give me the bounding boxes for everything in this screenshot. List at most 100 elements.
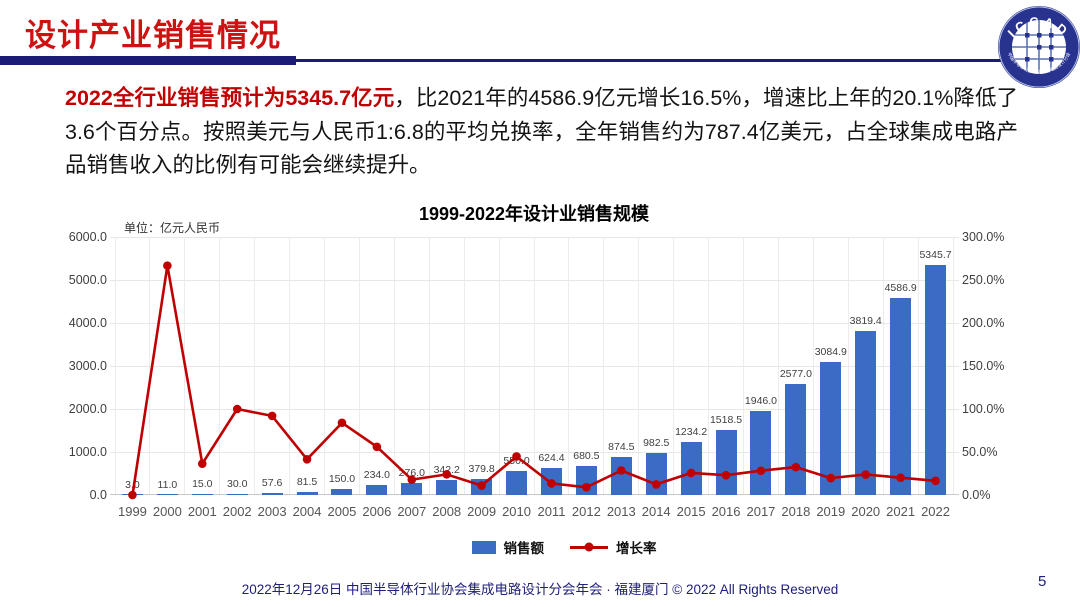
bar-value-label: 379.8 [468, 462, 495, 475]
line-point [442, 470, 452, 479]
bar [890, 297, 912, 495]
line-point [686, 468, 696, 478]
x-axis-label: 2018 [781, 504, 811, 519]
bar [156, 494, 178, 495]
bar [610, 457, 632, 495]
x-axis-label: 2011 [537, 504, 566, 519]
summary-highlight: 2022全行业销售预计为5345.7亿元 [65, 86, 395, 110]
left-axis-tick: 2000.0 [68, 402, 107, 416]
line-point [861, 470, 871, 479]
bar-value-label: 4586.9 [884, 281, 917, 294]
x-axis-label: 2009 [467, 504, 497, 519]
line-point [512, 452, 521, 461]
line-point [267, 411, 277, 421]
line-point [826, 473, 836, 483]
bar-value-label: 3819.4 [849, 314, 882, 327]
bar-value-label: 57.6 [261, 476, 283, 489]
bar-value-label: 3.0 [125, 478, 140, 491]
right-axis-tick: 100.0% [962, 402, 1005, 416]
bar [506, 471, 528, 495]
bar-value-label: 1234.2 [675, 425, 708, 438]
chart-unit-label: 单位：亿元人民币 [124, 221, 221, 235]
bar-value-label: 1518.5 [709, 413, 743, 426]
bar [366, 484, 388, 495]
right-axis-tick: 150.0% [962, 359, 1005, 373]
left-axis-tick: 1000.0 [68, 445, 107, 459]
right-axis-tick: 300.0% [962, 230, 1005, 244]
left-axis-tick: 0.0 [89, 488, 107, 502]
left-axis-tick: 3000.0 [68, 359, 107, 373]
bar [645, 452, 667, 495]
line-point [756, 466, 766, 476]
bar-value-label: 11.0 [157, 478, 178, 491]
bar-value-label: 874.5 [608, 441, 635, 454]
bar [715, 429, 737, 495]
bar [261, 492, 283, 495]
x-axis-label: 2021 [886, 504, 916, 519]
line-point [337, 418, 347, 428]
x-axis-label: 2010 [502, 504, 531, 519]
line-point [232, 404, 242, 414]
footer-text: 2022年12月26日 中国半导体行业协会集成电路设计分会年会 · 福建厦门 ©… [241, 582, 839, 597]
x-axis-label: 2012 [571, 504, 601, 519]
page-title: 设计产业销售情况 [25, 18, 281, 53]
summary-body: ，比2021年的4586.9亿元增长16.5%，增速比上年的20.1%降低了3.… [65, 86, 1018, 177]
x-axis-label: 2015 [676, 504, 706, 519]
bar [855, 330, 877, 495]
page-number: 5 [1038, 573, 1047, 590]
bar-value-label: 2577.0 [779, 368, 812, 381]
line-point [302, 455, 312, 464]
right-axis-tick: 200.0% [962, 316, 1005, 330]
h-gridline [110, 236, 959, 238]
bar [401, 483, 423, 495]
bar-value-label: 81.5 [296, 475, 318, 488]
x-axis-label: 2000 [152, 504, 182, 519]
line-point [931, 476, 940, 486]
bar [191, 494, 213, 495]
bar [226, 493, 248, 495]
x-axis-label: 2016 [711, 504, 741, 519]
bar [296, 491, 318, 495]
x-axis-label: 2001 [187, 504, 217, 519]
x-axis-label: 2003 [257, 504, 287, 519]
line-point [721, 470, 731, 480]
chart-title: 1999-2022年设计业销售规模 [418, 204, 650, 224]
right-axis-tick: 0.0% [962, 488, 991, 502]
line-point [651, 480, 661, 489]
header-underline-thick [0, 56, 296, 65]
x-axis-label: 2006 [362, 504, 392, 519]
line-point [791, 462, 801, 472]
right-axis-tick: 50.0% [962, 445, 998, 459]
right-axis-tick: 250.0% [962, 273, 1005, 287]
bar [750, 411, 772, 495]
bar-value-label: 1946.0 [744, 395, 778, 408]
line-point [477, 481, 486, 490]
iccad-logo-icon: ICCAD 中国半导体行业协会集成电路设计分会 [998, 6, 1080, 88]
bar-value-label: 5345.7 [919, 249, 952, 262]
bar-value-label: 982.5 [643, 436, 670, 449]
left-axis-tick: 4000.0 [68, 316, 107, 330]
chart-legend: 销售额 增长率 [145, 537, 983, 557]
header-underline-thin [296, 59, 1015, 62]
line-point [197, 459, 207, 468]
bar [925, 265, 947, 495]
h-gridline [110, 279, 959, 281]
x-axis-label: 2020 [851, 504, 881, 519]
x-axis-label: 2004 [292, 504, 322, 519]
x-axis-label: 2019 [816, 504, 846, 519]
h-gridline [110, 365, 959, 367]
bar-value-label: 550.0 [503, 455, 530, 468]
summary-paragraph: 2022全行业销售预计为5345.7亿元，比2021年的4586.9亿元增长16… [65, 82, 1018, 183]
left-axis-tick: 6000.0 [68, 230, 107, 244]
h-gridline [110, 451, 959, 453]
line-point [582, 482, 591, 492]
x-axis-label: 2008 [432, 504, 462, 519]
x-axis-line [110, 494, 959, 495]
bar-value-label: 150.0 [328, 472, 356, 485]
legend-bar-swatch [471, 540, 496, 554]
legend-line-swatch [570, 542, 608, 552]
x-axis-label: 2017 [746, 504, 776, 519]
bar-value-label: 234.0 [363, 468, 391, 481]
chart-plot: 3.011.015.030.057.681.5150.0234.0276.034… [110, 236, 959, 500]
